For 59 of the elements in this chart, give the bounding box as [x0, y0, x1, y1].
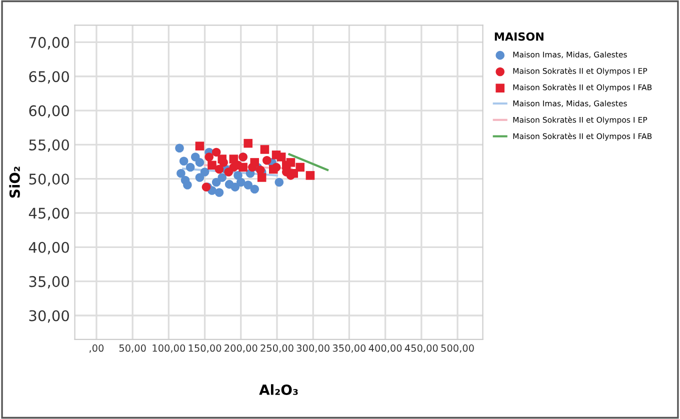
- x-tick-label: 350,00: [332, 344, 366, 353]
- point: [262, 156, 272, 165]
- x-tick-label: 400,00: [368, 344, 402, 353]
- point: [224, 168, 234, 176]
- point: [272, 150, 281, 160]
- point: [214, 188, 224, 197]
- point: [195, 173, 204, 182]
- x-tick-label: 50,00: [119, 344, 146, 353]
- x-tick-label: 250,00: [260, 344, 294, 353]
- point: [230, 182, 240, 192]
- point: [260, 145, 270, 154]
- point: [229, 154, 238, 164]
- point: [214, 164, 224, 174]
- point: [200, 168, 210, 176]
- y-tick-label: 30,00: [29, 310, 69, 323]
- point: [268, 164, 278, 174]
- y-tick-label: 45,00: [28, 208, 69, 220]
- y-tick-label: 35,00: [29, 276, 69, 289]
- point: [244, 180, 252, 190]
- x-tick-label: 300,00: [296, 344, 330, 353]
- point: [282, 160, 291, 170]
- point: [234, 171, 242, 180]
- x-tick-label: 200,00: [224, 344, 258, 353]
- y-tick-label: 60,00: [29, 105, 69, 118]
- point: [204, 152, 214, 162]
- point: [176, 168, 186, 178]
- point: [250, 184, 259, 194]
- point: [296, 162, 304, 172]
- point: [306, 171, 315, 180]
- point: [289, 168, 298, 178]
- point: [212, 178, 221, 187]
- point: [244, 138, 252, 148]
- x-tick-label: ,00: [89, 344, 104, 353]
- legend-title: MAISON: [494, 32, 544, 41]
- point: [195, 142, 204, 150]
- y-tick-label: 50,00: [29, 174, 69, 186]
- point: [208, 160, 216, 170]
- point: [183, 180, 192, 190]
- y-tick-label: 55,00: [29, 139, 69, 152]
- y-tick-label: 65,00: [29, 71, 69, 84]
- point: [218, 154, 227, 164]
- point: [212, 148, 221, 157]
- y-tick-label: 40,00: [28, 242, 69, 254]
- x-tick-label: 150,00: [188, 344, 222, 353]
- x-tick-label: 450,00: [404, 344, 438, 353]
- x-tick-label: 500,00: [441, 344, 474, 353]
- point: [238, 162, 248, 172]
- x-tick-label: 100,00: [152, 344, 186, 353]
- point: [218, 173, 227, 182]
- point: [175, 144, 184, 152]
- point: [179, 156, 188, 166]
- point: [257, 173, 266, 182]
- point: [250, 158, 259, 167]
- x-axis-title: Al₂O₃: [259, 384, 298, 395]
- point: [195, 158, 204, 167]
- y-tick-label: 70,00: [29, 36, 69, 50]
- point: [274, 178, 284, 187]
- point: [186, 162, 195, 172]
- y-axis-title: SiO₂: [9, 166, 20, 198]
